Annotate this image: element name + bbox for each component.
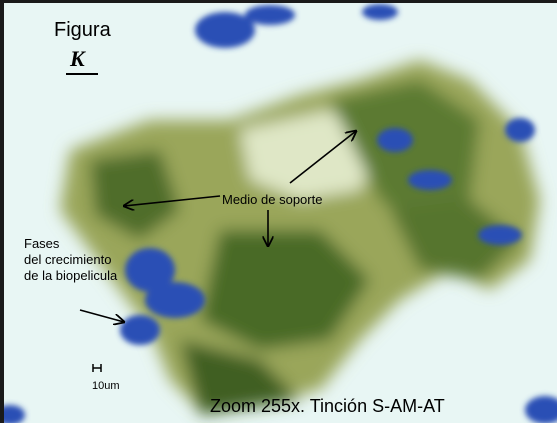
caption: Zoom 255x. Tinción S-AM-AT <box>210 396 445 416</box>
stain <box>0 4 557 423</box>
frame-edge <box>0 0 557 3</box>
tissue <box>60 60 540 415</box>
annotation: Fases <box>24 236 60 251</box>
frame-edge <box>0 0 4 423</box>
scale-bar <box>92 364 102 372</box>
scale-label: 10um <box>92 380 120 392</box>
annotation: Medio de soporte <box>222 192 322 207</box>
annotation: del crecimiento <box>24 252 111 267</box>
arrows <box>79 131 356 322</box>
annotation: de la biopelicula <box>24 268 118 283</box>
figure-label: Figura <box>54 19 112 41</box>
figure-letter: K <box>69 46 86 71</box>
